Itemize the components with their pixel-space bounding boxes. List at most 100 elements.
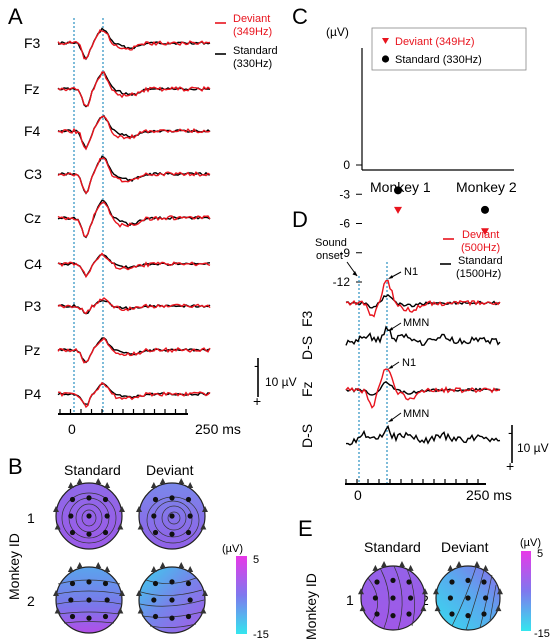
time-tick-250: 250 ms (195, 421, 241, 437)
c-y-ticks: -12 -9 -6 -3 0 (333, 158, 362, 289)
n1-label-fz: N1 (402, 357, 416, 369)
head-marker (398, 561, 405, 567)
electrode (152, 529, 159, 536)
channel-label: P4 (24, 386, 41, 402)
head-marker (433, 588, 439, 595)
legend-deviant-freq: (349Hz) (233, 26, 272, 38)
electrode (102, 580, 109, 587)
deviant-trace (57, 201, 211, 238)
difference-trace (345, 325, 501, 347)
cbar-e-unit: (µV) (520, 537, 541, 549)
row-1-label: 1 (27, 510, 35, 526)
head-marker (447, 564, 454, 571)
head-marker (53, 506, 59, 513)
e-col-standard: Standard (364, 539, 421, 555)
time-tick-0: 0 (68, 421, 76, 437)
scale-plus: + (253, 393, 261, 409)
cbar-b-max: 5 (253, 554, 259, 566)
channel-label: C4 (24, 256, 42, 272)
electrode (169, 513, 175, 519)
electrode (68, 513, 74, 519)
head-marker (187, 565, 194, 572)
d-scale-plus: + (506, 458, 514, 474)
c-legend-standard: Standard (330Hz) (395, 54, 482, 66)
standard-point (394, 186, 402, 195)
scale-minus: - (254, 357, 259, 373)
electrode (169, 597, 175, 603)
y-tick-label: -9 (339, 246, 350, 260)
e-col-deviant: Deviant (441, 539, 489, 555)
head-marker (407, 564, 414, 571)
head-marker (117, 523, 124, 530)
deviant-trace (57, 297, 211, 315)
monkey-id-label: Monkey ID (6, 533, 22, 600)
channel-label: P3 (24, 298, 41, 314)
electrode (151, 597, 157, 603)
head-marker (150, 565, 157, 572)
head-marker (200, 523, 207, 530)
mmn-label-fz: MMN (403, 408, 429, 420)
channel-label: Fz (24, 81, 40, 97)
deviant-trace (57, 71, 211, 107)
electrode (390, 595, 396, 601)
panel-d-letter: D (292, 207, 308, 232)
head-marker (159, 562, 166, 568)
c-data-points (394, 186, 489, 236)
electrode (465, 577, 471, 584)
head-marker (187, 481, 194, 488)
electrode (86, 615, 92, 621)
head-marker (497, 588, 503, 595)
deviant-trace (57, 115, 211, 151)
e-monkey-id-label: Monkey ID (303, 573, 319, 640)
cbar-b-unit: (µV) (222, 543, 243, 555)
legend-standard-freq: (330Hz) (233, 58, 272, 70)
row-2-label: 2 (27, 593, 35, 609)
col-standard: Standard (64, 462, 121, 478)
head-marker (76, 562, 83, 568)
head-marker (104, 481, 111, 488)
head-marker (359, 605, 366, 612)
electrode (69, 580, 76, 587)
electrode (481, 611, 487, 617)
standard-trace (57, 71, 211, 108)
panel-a-channel-labels: F3 Fz F4 C3 Cz C4 P3 Pz P4 (24, 35, 42, 402)
electrode (483, 595, 489, 601)
sound-onset-label-1: Sound (315, 237, 347, 249)
d-row-ds-2: D-S (299, 424, 315, 448)
electrode (104, 513, 110, 519)
time-axis-ticks (59, 409, 187, 414)
standard-trace (57, 299, 211, 315)
deviant-trace (57, 381, 211, 409)
head-marker (422, 588, 428, 595)
electrode (102, 529, 109, 536)
electrode (104, 597, 110, 603)
electrode (152, 580, 159, 587)
electrode (151, 513, 157, 519)
y-tick-label: -6 (339, 217, 350, 231)
electrode (187, 513, 193, 519)
c-legend-deviant: Deviant (349Hz) (395, 36, 474, 48)
head-marker (54, 607, 61, 614)
head-marker (67, 481, 74, 488)
electrode (86, 495, 92, 501)
panel-a: A F3 Fz F4 C3 Cz C4 P3 Pz P4 Deviant (349Hz) Sta… (8, 4, 297, 437)
head-marker (104, 565, 111, 572)
head-marker (202, 590, 208, 597)
head-marker (200, 607, 207, 614)
standard-trace (57, 253, 211, 278)
electrode (69, 529, 76, 536)
electrode (69, 613, 76, 620)
head-marker (495, 605, 502, 612)
electrode (185, 613, 192, 620)
electrode (169, 615, 175, 621)
electrode (449, 611, 455, 617)
y-tick-label: 0 (343, 158, 350, 172)
head-marker (372, 564, 379, 571)
head-marker (119, 590, 125, 597)
e-row-1: 1 (346, 592, 354, 608)
d-scale-minus: - (508, 424, 513, 440)
panel-c: C (µV) -12 -9 -6 -3 0 Monkey 1 Monkey 2 Devi… (292, 4, 527, 289)
panel-e: E Standard Deviant Monkey ID 1 2 (298, 516, 550, 640)
electrode (481, 579, 487, 585)
